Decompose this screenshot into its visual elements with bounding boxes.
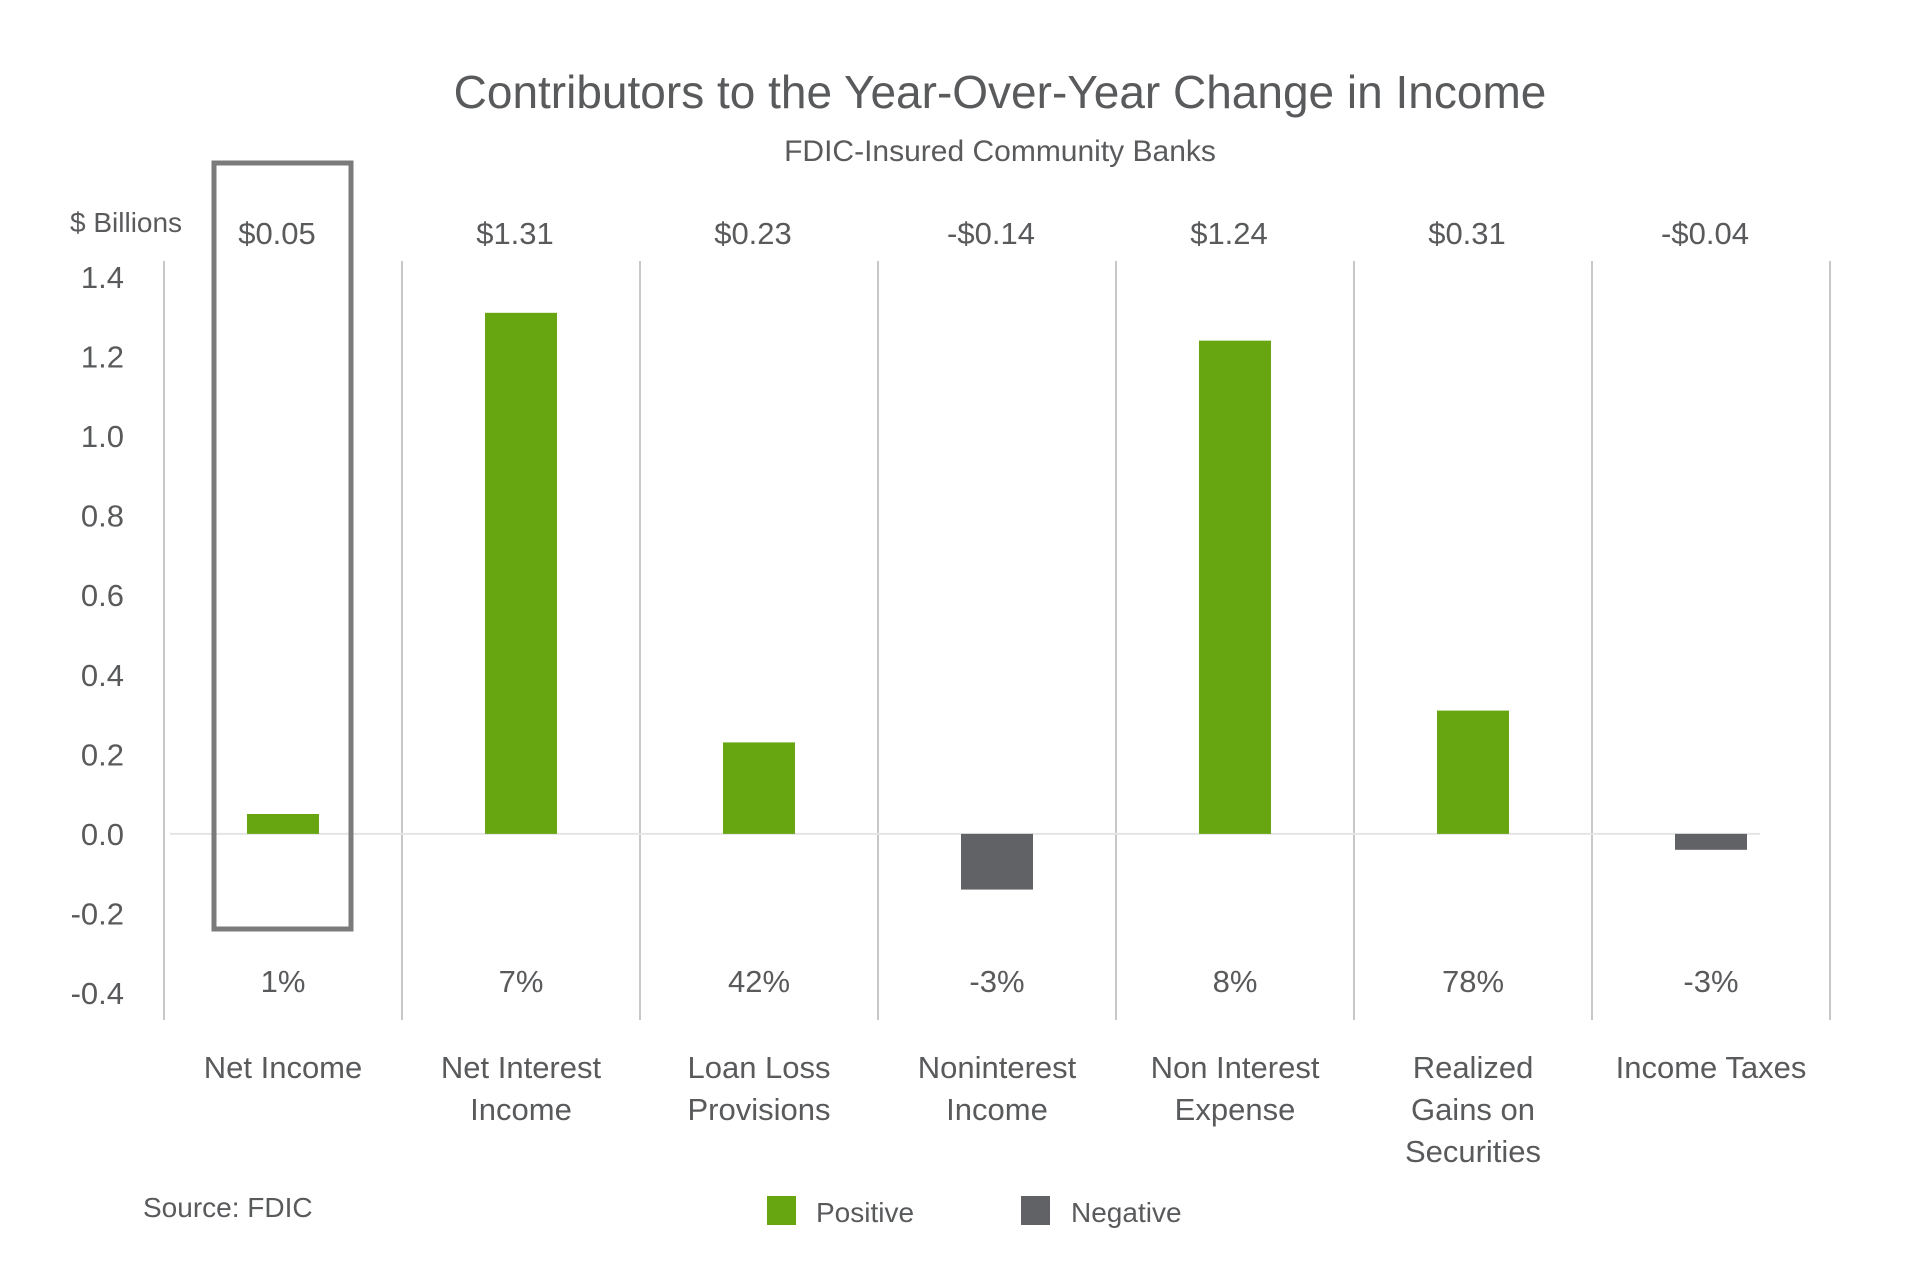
y-tick-label: 0.8 — [81, 499, 124, 534]
y-tick-label: 0.4 — [81, 658, 124, 693]
category-label: Gains on — [1411, 1092, 1535, 1127]
y-tick-label: -0.2 — [71, 896, 124, 931]
y-axis-ticks: 1.4 1.2 1.0 0.8 0.6 0.4 0.2 0.0 -0.2 -0.4 — [71, 260, 124, 1011]
legend: Positive Negative — [767, 1196, 1182, 1228]
bar — [485, 312, 557, 834]
y-tick-label: -0.4 — [71, 976, 124, 1011]
value-label: $1.24 — [1190, 216, 1268, 251]
percent-label: 42% — [728, 964, 790, 999]
value-label: $0.31 — [1428, 216, 1506, 251]
y-tick-label: 1.4 — [81, 260, 124, 295]
y-tick-label: 0.2 — [81, 737, 124, 772]
category-label: Net Income — [204, 1050, 363, 1085]
category-label: Realized — [1413, 1050, 1534, 1085]
bar — [247, 814, 319, 834]
percent-label: 78% — [1442, 964, 1504, 999]
category-label: Expense — [1175, 1092, 1296, 1127]
value-label: $0.05 — [238, 216, 316, 251]
value-label: $0.23 — [714, 216, 792, 251]
category-labels: Net Income Net Interest Income Loan Loss Pro… — [204, 1050, 1807, 1169]
y-axis-label: $ Billions — [70, 207, 182, 238]
bar — [1675, 833, 1747, 850]
source-note: Source: FDIC — [143, 1192, 313, 1223]
bar — [961, 833, 1033, 890]
chart-title: Contributors to the Year-Over-Year Chang… — [454, 66, 1547, 118]
value-label: $1.31 — [476, 216, 554, 251]
category-label: Securities — [1405, 1134, 1541, 1169]
category-label: Income — [946, 1092, 1048, 1127]
percent-label: 1% — [261, 964, 306, 999]
chart-subtitle: FDIC-Insured Community Banks — [784, 135, 1216, 168]
percent-label: -3% — [969, 964, 1024, 999]
bar — [1199, 340, 1271, 834]
y-tick-label: 0.0 — [81, 817, 124, 852]
category-label: Net Interest — [441, 1050, 602, 1085]
value-label: -$0.14 — [947, 216, 1035, 251]
bar — [1437, 710, 1509, 834]
percent-label: 7% — [499, 964, 544, 999]
legend-label: Negative — [1071, 1197, 1182, 1228]
category-label: Income Taxes — [1616, 1050, 1807, 1085]
percent-labels: 1% 7% 42% -3% 8% 78% -3% — [261, 964, 1739, 999]
category-label: Noninterest — [918, 1050, 1077, 1085]
value-labels: $0.05 $1.31 $0.23 -$0.14 $1.24 $0.31 -$0.04 — [238, 216, 1749, 251]
y-tick-label: 0.6 — [81, 578, 124, 613]
bars — [247, 312, 1747, 890]
legend-swatch — [1021, 1196, 1050, 1225]
bar — [723, 742, 795, 834]
legend-label: Positive — [816, 1197, 914, 1228]
percent-label: 8% — [1213, 964, 1258, 999]
category-label: Loan Loss — [687, 1050, 830, 1085]
legend-swatch — [767, 1196, 796, 1225]
category-label: Non Interest — [1151, 1050, 1320, 1085]
highlight-box-net-income — [211, 160, 354, 932]
category-label: Income — [470, 1092, 572, 1127]
percent-label: -3% — [1683, 964, 1738, 999]
value-label: -$0.04 — [1661, 216, 1749, 251]
y-tick-label: 1.0 — [81, 419, 124, 454]
column-dividers — [163, 261, 1831, 1020]
category-label: Provisions — [688, 1092, 831, 1127]
y-tick-label: 1.2 — [81, 340, 124, 375]
